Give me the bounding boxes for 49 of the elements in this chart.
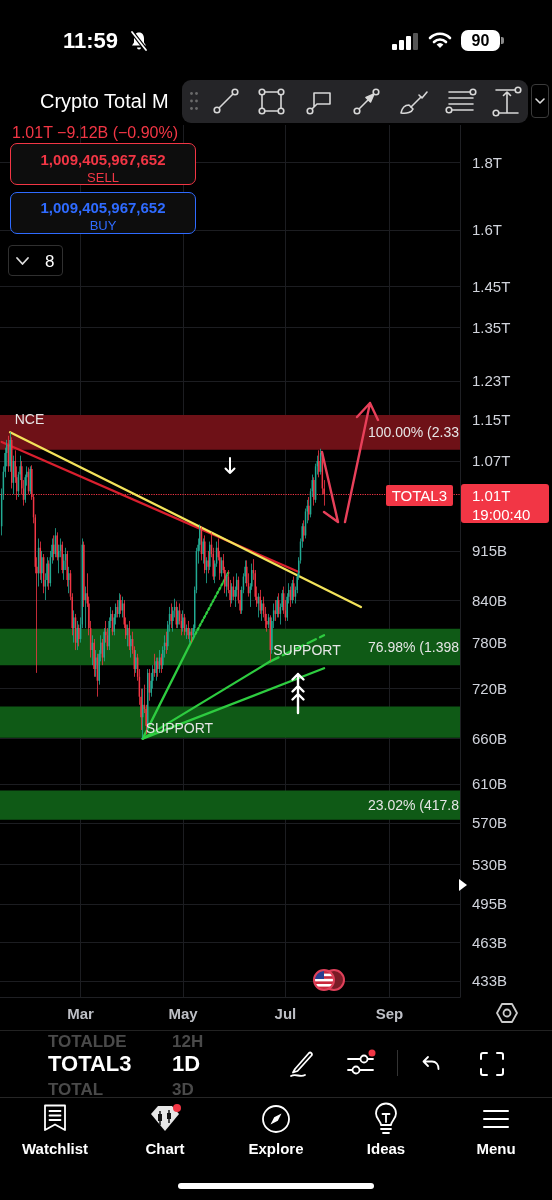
y-tick-label: 780B [472,634,508,652]
text: 12H [172,1031,204,1051]
text: 19:00:40 [472,505,531,523]
x-tick-label: Sep [375,1005,404,1022]
band-label: 76.98% (1.398 [367,638,460,655]
text: 1.01T [472,486,511,504]
x-tick-label: Mar [67,1005,95,1022]
annotation: SUPPORT [273,642,341,659]
y-tick-label: 1.35T [472,318,511,336]
y-tick-label: 1.8T [472,153,503,171]
y-tick-label: 463B [472,933,508,951]
annotation: NCE [14,411,45,428]
text: TOTAL3 [48,1051,132,1076]
text: Watchlist [21,1139,89,1157]
y-tick-label: 570B [472,814,508,832]
annotation: 1,009,405,967,652 [40,198,166,216]
x-tick-label: May [168,1005,199,1022]
text: TOTALDE [48,1031,127,1051]
y-tick-label: 840B [472,591,508,609]
y-tick-label: 1.15T [472,411,511,429]
y-tick-label: 610B [472,775,508,793]
text: Crypto Total M [40,90,169,112]
text: 3D [172,1079,194,1099]
y-tick-label: 495B [472,895,508,913]
text: Menu [476,1139,516,1157]
text: 1D [172,1051,201,1076]
text: Explore [248,1139,304,1157]
x-tick-label: Jul [274,1005,297,1022]
y-tick-label: 1.6T [472,221,503,239]
y-tick-label: 915B [472,542,508,560]
band-label: 100.00% (2.33 [367,424,460,441]
annotation: 8 [45,251,55,271]
y-tick-label: 720B [472,680,508,698]
y-tick-label: 660B [472,730,508,748]
annotation: BUY [89,217,117,233]
text: Chart [145,1139,185,1157]
y-tick-label: 530B [472,856,508,874]
y-tick-label: 1.45T [472,277,511,295]
ref-line-label: TOTAL3 [385,484,453,506]
text: Ideas [366,1139,406,1157]
annotation: SELL [87,169,119,185]
y-tick-label: 433B [472,972,508,990]
text: 11:59 [63,28,119,53]
text: TOTAL [48,1079,104,1099]
y-tick-label: 1.07T [472,452,511,470]
annotation: 1.01T −9.12B (−0.90%) [12,124,179,141]
y-tick-label: 1.23T [472,372,511,390]
band-label: 23.02% (417.8 [367,797,460,814]
annotation: 1,009,405,967,652 [40,150,166,168]
